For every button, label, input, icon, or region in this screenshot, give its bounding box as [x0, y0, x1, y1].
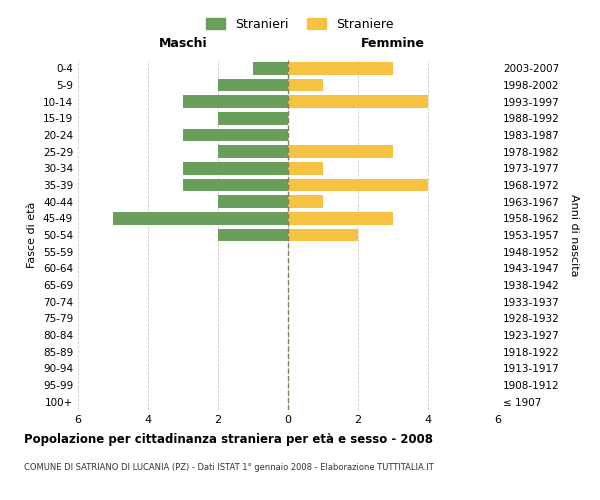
Bar [288, 96, 428, 108]
Bar [218, 79, 288, 92]
Bar [288, 146, 393, 158]
Legend: Stranieri, Straniere: Stranieri, Straniere [200, 11, 400, 37]
Bar [288, 162, 323, 174]
Bar [183, 96, 288, 108]
Text: Maschi: Maschi [158, 36, 208, 50]
Bar [183, 179, 288, 192]
Y-axis label: Anni di nascita: Anni di nascita [569, 194, 579, 276]
Bar [218, 146, 288, 158]
Bar [288, 62, 393, 74]
Bar [218, 229, 288, 241]
Text: Popolazione per cittadinanza straniera per età e sesso - 2008: Popolazione per cittadinanza straniera p… [24, 432, 433, 446]
Bar [288, 212, 393, 224]
Bar [288, 179, 428, 192]
Bar [288, 229, 358, 241]
Bar [183, 162, 288, 174]
Bar [253, 62, 288, 74]
Bar [218, 196, 288, 208]
Bar [113, 212, 288, 224]
Text: COMUNE DI SATRIANO DI LUCANIA (PZ) - Dati ISTAT 1° gennaio 2008 - Elaborazione T: COMUNE DI SATRIANO DI LUCANIA (PZ) - Dat… [24, 462, 434, 471]
Y-axis label: Fasce di età: Fasce di età [28, 202, 37, 268]
Bar [288, 79, 323, 92]
Bar [288, 196, 323, 208]
Text: Femmine: Femmine [361, 36, 425, 50]
Bar [218, 112, 288, 124]
Bar [183, 129, 288, 141]
